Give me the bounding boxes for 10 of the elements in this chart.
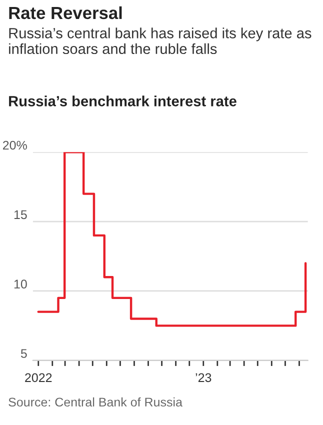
chart-subtitle: Russia’s central bank has raised its key rate as inflation soars and the ruble falls: [9, 28, 312, 54]
y-tick-label: 15: [14, 210, 27, 220]
y-tick-label: 5: [20, 349, 27, 358]
y-tick-label: 10: [14, 280, 27, 289]
source-note: Source: Central Bank of Russia: [8, 397, 182, 407]
x-tick-label: 2022: [25, 373, 52, 382]
chart-title: Rate Reversal: [9, 6, 122, 20]
y-tick-label: 20%: [3, 140, 27, 150]
y-axis-title: Russia’s benchmark interest rate: [9, 96, 236, 106]
x-tick-label: ’23: [196, 373, 212, 382]
